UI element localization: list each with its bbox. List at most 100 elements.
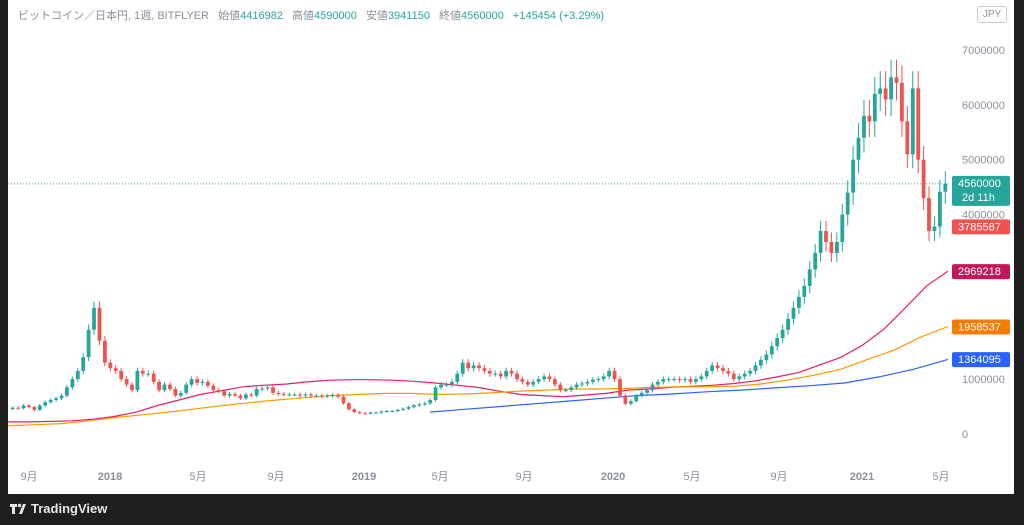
candle-body: [216, 390, 221, 392]
candle-body: [883, 88, 888, 100]
candle-body: [292, 394, 297, 396]
candle-body: [536, 379, 541, 382]
candle-body: [580, 383, 584, 385]
candle-body: [314, 395, 319, 397]
price-chart[interactable]: 7000000 6000000 5000000 4000000 1000000 0 9月 20…: [0, 0, 1024, 494]
x-tick-label: 2021: [850, 471, 874, 483]
candle-body: [184, 384, 189, 393]
candle-body: [395, 409, 400, 411]
candle-body: [439, 384, 443, 388]
candle-body: [645, 390, 649, 393]
candle-body: [303, 394, 308, 396]
candle-body: [634, 395, 639, 402]
candle-body: [81, 357, 86, 371]
candle-body: [715, 365, 720, 369]
price-label-box: [952, 264, 1010, 280]
candle-body: [910, 88, 915, 155]
candle-body: [894, 77, 899, 83]
candle-body: [878, 88, 883, 94]
x-tick-label: 2018: [98, 471, 122, 483]
price-label-subtext: 2d 11h: [962, 192, 995, 204]
candle-body: [921, 159, 926, 199]
candle-body: [173, 389, 178, 396]
symbol-label: ビットコイン／日本円, 1週, BITFLYER: [18, 10, 210, 22]
candle-body: [16, 407, 20, 409]
candle-body: [802, 285, 807, 297]
candle-body: [352, 409, 357, 412]
candle-body: [563, 390, 568, 392]
candle-body: [558, 384, 563, 391]
candle-body: [357, 412, 362, 414]
candle-body: [591, 379, 595, 382]
tradingview-brand[interactable]: TradingView: [31, 501, 108, 516]
candle-body: [818, 231, 823, 253]
candle-body: [460, 362, 465, 374]
candle-body: [384, 411, 389, 412]
x-tick-label: 9月: [267, 471, 284, 483]
candle-body: [824, 231, 828, 242]
candle-body: [585, 381, 590, 384]
candle-body: [406, 407, 411, 409]
candle-body: [428, 400, 433, 404]
candle-body: [607, 370, 611, 377]
candle-body: [37, 405, 42, 410]
candle-body: [10, 407, 15, 409]
y-tick-label: 4000000: [962, 210, 1005, 222]
candle-body: [86, 329, 91, 358]
candle-body: [786, 318, 790, 330]
candle-body: [889, 77, 893, 100]
candle-body: [677, 379, 682, 381]
candle-body: [835, 242, 839, 253]
candle-body: [845, 192, 850, 215]
currency-button[interactable]: JPY: [977, 6, 1007, 23]
tradingview-logo-icon[interactable]: [10, 502, 26, 516]
candle-body: [265, 387, 270, 389]
candle-body: [504, 370, 508, 377]
candle-body: [189, 379, 194, 385]
moving-average-line: [429, 358, 949, 413]
candle-body: [135, 370, 140, 391]
candle-body: [271, 387, 275, 393]
candle-body: [65, 387, 69, 396]
candle-body: [867, 115, 872, 122]
candle-body: [656, 381, 660, 385]
change-value: +145454 (+3.29%): [512, 10, 605, 22]
candle-body: [515, 373, 519, 380]
candle-body: [694, 379, 698, 382]
moving-average-line: [8, 270, 949, 423]
candle-body: [666, 379, 671, 381]
candle-body: [628, 401, 633, 404]
candle-body: [233, 394, 237, 396]
candle-body: [168, 384, 172, 389]
candle-body: [157, 381, 161, 391]
x-tick-label: 9月: [515, 471, 532, 483]
x-tick-label: 5月: [683, 471, 700, 483]
candle-body: [374, 412, 378, 414]
candle-body: [450, 381, 454, 385]
price-label-text: 1958537: [958, 322, 1001, 334]
candle-body: [417, 404, 422, 406]
price-label-box: [952, 319, 1010, 335]
candle-body: [737, 376, 742, 380]
candle-body: [422, 403, 427, 405]
candle-body: [477, 365, 481, 369]
candle-body: [113, 368, 118, 371]
candle-body: [547, 376, 552, 380]
candle-body: [379, 411, 384, 413]
candle-body: [227, 394, 232, 396]
candle-body: [48, 400, 53, 403]
candle-body: [70, 379, 75, 388]
candle-body: [493, 373, 498, 375]
candle-body: [639, 392, 644, 396]
candle-body: [260, 388, 264, 390]
candle-body: [124, 379, 129, 385]
candle-body: [748, 370, 752, 374]
x-tick-label: 9月: [20, 471, 37, 483]
candle-body: [119, 370, 124, 380]
candle-body: [195, 379, 199, 383]
candle-body: [444, 384, 449, 386]
candle-body: [731, 373, 736, 380]
open-label: 始値: [218, 10, 241, 22]
candle-body: [531, 381, 536, 385]
candle-body: [455, 373, 460, 382]
